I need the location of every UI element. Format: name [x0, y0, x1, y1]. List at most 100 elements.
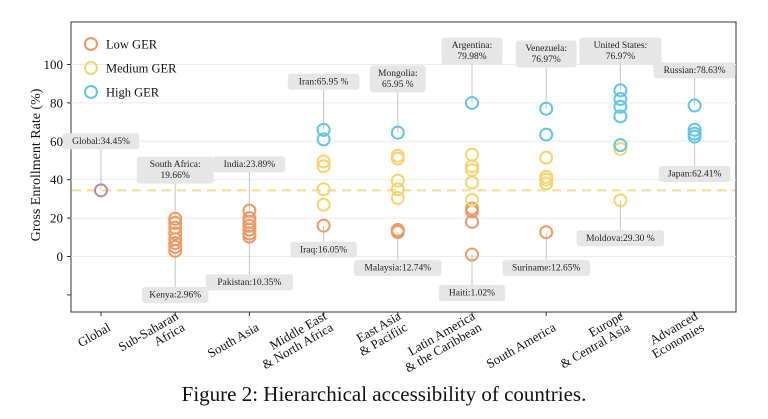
data-point — [94, 183, 108, 198]
data-point — [613, 92, 628, 107]
data-point — [168, 226, 183, 241]
annotation-label: Mongolia: — [378, 69, 418, 79]
data-point — [316, 218, 331, 233]
data-point — [316, 132, 331, 147]
data-point — [316, 182, 331, 197]
x-category-label: Latin America& the Caribbean — [402, 308, 484, 375]
annotation-label: 76.97% — [532, 55, 561, 65]
data-point — [539, 150, 554, 165]
annotation-label: Malaysia:12.74% — [364, 264, 431, 274]
data-point — [465, 175, 479, 190]
annotation: India:23.89% — [213, 156, 286, 211]
data-point — [465, 147, 479, 162]
data-point — [539, 225, 554, 240]
data-point — [390, 148, 405, 163]
annotation: Iran:65.95 % — [287, 73, 360, 130]
annotation-box — [576, 230, 665, 247]
annotation-box — [579, 37, 662, 65]
legend-entry: Medium GER — [84, 61, 177, 76]
annotation: Mongolia:65.95 % — [369, 65, 426, 133]
legend-marker — [84, 37, 98, 51]
legend-entry: High GER — [84, 85, 160, 100]
annotation-label: Global:34.45% — [72, 137, 130, 147]
y-tick-label: 80 — [50, 95, 63, 110]
data-point — [613, 109, 628, 124]
data-point — [390, 182, 405, 197]
data-point — [242, 203, 257, 218]
annotation-box — [62, 133, 140, 150]
data-point — [687, 122, 702, 137]
x-category-label: South America — [483, 319, 558, 371]
data-point — [465, 163, 479, 178]
data-point — [465, 201, 479, 216]
annotation-label: Russian:78.63% — [664, 66, 726, 76]
data-point — [242, 211, 257, 226]
data-point — [539, 101, 554, 116]
y-tick-label: 40 — [50, 172, 63, 187]
annotation-box — [205, 274, 294, 291]
y-tick-label: 60 — [50, 134, 63, 149]
data-point — [168, 239, 183, 254]
data-point — [465, 192, 479, 207]
legend-marker — [84, 61, 98, 75]
x-category-text: South America — [483, 319, 558, 371]
legend-label: High GER — [106, 86, 160, 100]
series-global — [94, 183, 108, 198]
annotation-label: India:23.89% — [224, 160, 276, 170]
annotation-box — [515, 40, 577, 68]
y-tick-label: 0 — [57, 249, 64, 264]
x-category-line: South Asia — [205, 319, 262, 360]
data-point — [390, 190, 405, 205]
data-point — [168, 236, 183, 251]
annotation: Argentina:79.98% — [441, 37, 503, 103]
x-category-text: Global — [75, 319, 113, 350]
annotation-label: Kenya:2.96% — [149, 290, 201, 300]
data-point — [613, 141, 628, 156]
annotation-box — [658, 165, 731, 182]
data-points — [94, 83, 702, 262]
annotation-box — [287, 73, 360, 90]
x-category-label: South Asia — [205, 319, 262, 360]
data-point — [613, 193, 628, 208]
annotation-box — [502, 260, 590, 277]
annotation-label: Iraq:16.05% — [300, 245, 347, 255]
annotation-label: Suriname:12.65% — [512, 264, 580, 274]
x-category-label: Europe& Central Asia — [551, 308, 633, 371]
x-category-text: South Asia — [205, 319, 262, 360]
x-category-line: South America — [483, 319, 558, 371]
data-point — [390, 125, 405, 140]
data-point — [465, 214, 479, 229]
annotation-box — [438, 284, 506, 301]
data-point — [316, 122, 331, 137]
data-point — [168, 211, 183, 226]
annotation: Suriname:12.65% — [502, 232, 590, 277]
x-category-text: Europe& Central Asia — [551, 308, 633, 371]
annotation-label: United States: — [594, 41, 648, 51]
annotation-box — [653, 62, 736, 79]
data-point — [242, 218, 257, 233]
y-axis-label: Gross Enrollment Rate (%) — [29, 88, 44, 241]
legend-label: Low GER — [106, 38, 158, 52]
x-category-label: Global — [75, 319, 113, 350]
data-point — [539, 176, 554, 191]
legend: Low GER Medium GER High GER — [84, 37, 177, 100]
annotation-box — [354, 260, 442, 277]
x-category-label: AdvancedEconomies — [643, 308, 707, 361]
annotation-label: Moldova:29.30 % — [586, 234, 655, 244]
x-category-label: East Asia& Pacifiic — [350, 308, 410, 359]
data-point — [168, 220, 183, 235]
data-point — [613, 138, 628, 153]
annotation: Pakistan:10.35% — [205, 236, 294, 291]
x-category-text: AdvancedEconomies — [643, 308, 707, 361]
annotation: United States:76.97% — [579, 37, 662, 91]
annotation-label: Iran:65.95 % — [299, 77, 349, 87]
data-point — [687, 126, 702, 141]
annotation-label: Argentina: — [452, 41, 492, 51]
annotation-box — [142, 286, 209, 303]
annotation-label: 19.66% — [161, 171, 190, 181]
x-category-text: East Asia& Pacifiic — [350, 308, 410, 359]
x-category-label: Sub-SaharanAfrica — [116, 308, 188, 354]
series-high-ger — [316, 83, 702, 153]
annotation-label: South Africa: — [150, 159, 201, 170]
data-point — [465, 95, 479, 110]
